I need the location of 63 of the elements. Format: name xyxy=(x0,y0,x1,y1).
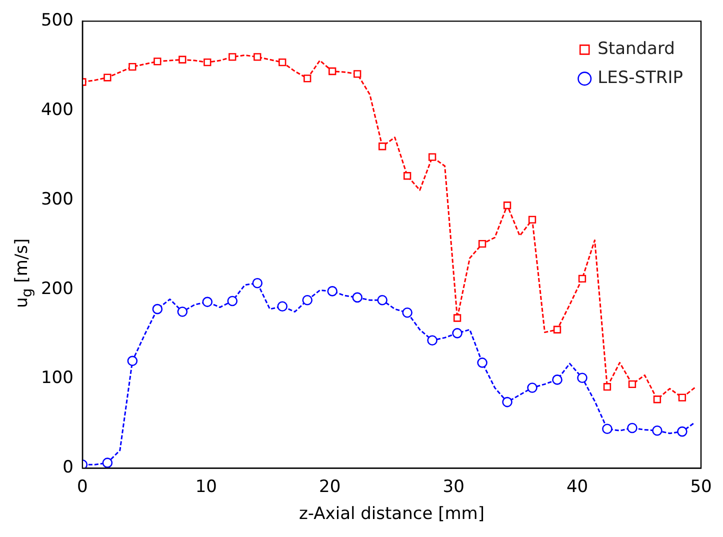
point xyxy=(477,358,488,368)
point xyxy=(354,70,362,78)
x-tick-label: 10 xyxy=(195,476,217,497)
x-axis-title: z-Axial distance [mm] xyxy=(298,504,484,524)
point xyxy=(502,396,512,408)
point xyxy=(154,58,162,66)
x-tick-label: 20 xyxy=(319,476,341,497)
y-tick-label: 300 xyxy=(40,189,74,210)
point xyxy=(327,286,338,296)
point xyxy=(177,306,188,317)
point xyxy=(127,356,138,366)
point xyxy=(452,328,462,338)
y-tick-label: 0 xyxy=(62,458,74,478)
point xyxy=(304,74,312,82)
point xyxy=(577,372,588,384)
point xyxy=(628,380,636,388)
point xyxy=(627,422,638,434)
point xyxy=(128,62,136,71)
point xyxy=(652,426,662,436)
point xyxy=(453,314,462,322)
point xyxy=(552,374,562,385)
point xyxy=(202,296,213,308)
point xyxy=(427,335,438,346)
point xyxy=(553,326,562,334)
point xyxy=(402,307,412,318)
y-tick-label: 500 xyxy=(40,10,74,31)
point xyxy=(602,424,612,434)
y-tick-label: 400 xyxy=(40,100,74,120)
point xyxy=(528,216,536,224)
legend-label: LES-STRIP xyxy=(598,68,683,88)
point xyxy=(403,172,412,180)
point xyxy=(254,53,262,61)
x-tick-label: 50 xyxy=(690,476,712,497)
point xyxy=(653,396,662,404)
point xyxy=(428,153,436,161)
point xyxy=(503,202,512,210)
point xyxy=(377,294,388,306)
point xyxy=(328,67,336,76)
point xyxy=(227,296,238,306)
point xyxy=(352,292,362,303)
point xyxy=(228,53,236,61)
point xyxy=(152,304,163,314)
point xyxy=(278,58,286,66)
legend-label: Standard xyxy=(598,39,675,60)
x-tick-label: 0 xyxy=(77,476,88,497)
y-tick-label: 200 xyxy=(40,278,74,299)
point xyxy=(104,74,112,82)
point xyxy=(603,383,612,391)
point xyxy=(102,458,113,468)
point xyxy=(678,394,686,402)
point xyxy=(178,56,186,64)
y-tick-label: 100 xyxy=(40,368,74,388)
point xyxy=(578,274,586,283)
x-tick-label: 30 xyxy=(442,476,464,497)
point xyxy=(478,240,486,248)
point xyxy=(302,294,313,306)
point xyxy=(277,301,288,312)
x-tick-label: 40 xyxy=(566,476,588,497)
point xyxy=(527,382,538,393)
point xyxy=(204,58,212,66)
point xyxy=(252,278,263,288)
point xyxy=(378,142,386,150)
point xyxy=(677,426,688,437)
